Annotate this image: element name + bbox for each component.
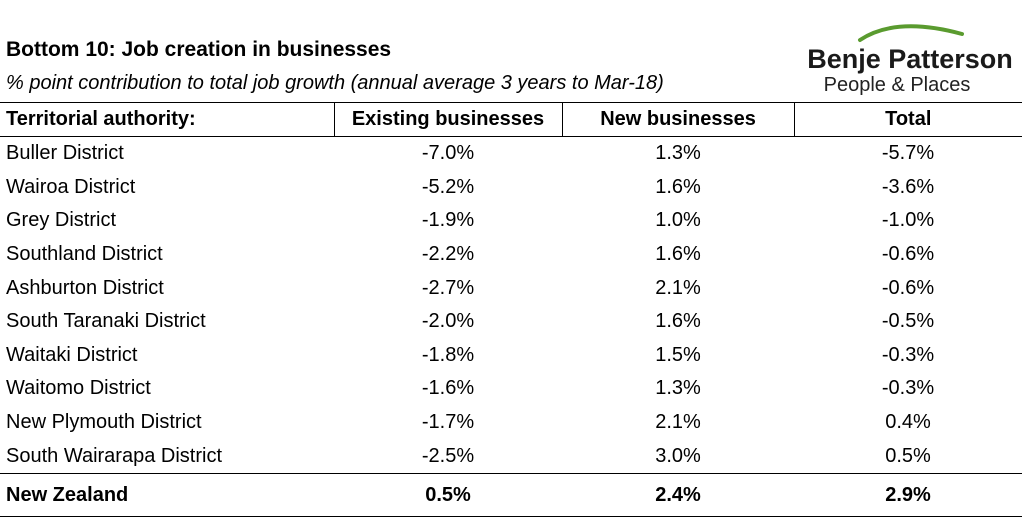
cell-new: 2.1% (655, 411, 701, 434)
cell-new: 1.6% (655, 243, 701, 266)
cell-total: -0.5% (881, 310, 935, 333)
cell-new: 1.6% (655, 310, 701, 333)
cell-total: -1.0% (881, 209, 935, 232)
header-row: Territorial authority: Existing business… (0, 102, 1022, 137)
total-cell-new: 2.4% (562, 472, 794, 517)
total-row: New Zealand 0.5% 2.4% 2.9% (0, 472, 1022, 517)
table-row: Wairoa District -5.2% 1.6% -3.6% (0, 171, 1022, 205)
cell-authority: Ashburton District (6, 276, 164, 299)
cell-existing: -1.7% (421, 411, 475, 434)
column-header-new: New businesses (561, 102, 794, 137)
chart-subtitle: % point contribution to total job growth… (6, 72, 664, 94)
cell-existing: -2.5% (421, 444, 475, 467)
cell-existing: -1.6% (421, 377, 475, 400)
data-table: Territorial authority: Existing business… (0, 102, 1022, 517)
column-header-authority: Territorial authority: (0, 102, 334, 137)
cell-existing: -7.0% (421, 142, 475, 165)
chart-title: Bottom 10: Job creation in businesses (6, 38, 392, 61)
cell-existing: -2.7% (421, 276, 475, 299)
cell-total: -0.6% (881, 243, 935, 266)
cell-authority: Waitomo District (6, 377, 151, 400)
cell-authority: South Taranaki District (6, 310, 206, 333)
cell-total: -5.7% (881, 142, 935, 165)
table-row: South Wairarapa District -2.5% 3.0% 0.5% (0, 439, 1022, 473)
table-row: Buller District -7.0% 1.3% -5.7% (0, 137, 1022, 171)
table-row: South Taranaki District -2.0% 1.6% -0.5% (0, 305, 1022, 339)
cell-new: 1.3% (655, 377, 701, 400)
table-row: Waitomo District -1.6% 1.3% -0.3% (0, 372, 1022, 406)
cell-new: 1.3% (655, 142, 701, 165)
cell-authority: South Wairarapa District (6, 444, 222, 467)
table-row: Grey District -1.9% 1.0% -1.0% (0, 204, 1022, 238)
table-row: Southland District -2.2% 1.6% -0.6% (0, 238, 1022, 272)
brand-name: Benje Patterson (807, 44, 1013, 74)
cell-new: 1.5% (655, 343, 701, 366)
cell-total: -0.3% (881, 343, 935, 366)
total-cell-total: 2.9% (794, 472, 1022, 517)
cell-authority: Southland District (6, 243, 163, 266)
cell-existing: -2.2% (421, 243, 475, 266)
table-body: Buller District -7.0% 1.3% -5.7% Wairoa Dist… (0, 137, 1022, 474)
table-row: Ashburton District -2.7% 2.1% -0.6% (0, 271, 1022, 305)
cell-total: 0.5% (885, 444, 931, 467)
roof-arc-icon (858, 24, 964, 42)
cell-total: -3.6% (881, 175, 935, 198)
cell-existing: -5.2% (421, 175, 475, 198)
cell-authority: Buller District (6, 142, 124, 165)
cell-total: -0.3% (881, 377, 935, 400)
cell-new: 1.0% (655, 209, 701, 232)
cell-total: 0.4% (885, 411, 931, 434)
column-header-existing: Existing businesses (333, 102, 562, 137)
table-row: Waitaki District -1.8% 1.5% -0.3% (0, 339, 1022, 373)
cell-new: 1.6% (655, 175, 701, 198)
table-row: New Plymouth District -1.7% 2.1% 0.4% (0, 406, 1022, 440)
total-cell-authority: New Zealand (0, 472, 334, 517)
cell-authority: Grey District (6, 209, 116, 232)
cell-authority: Wairoa District (6, 175, 136, 198)
cell-authority: New Plymouth District (6, 411, 202, 434)
cell-existing: -2.0% (421, 310, 475, 333)
cell-new: 3.0% (655, 444, 701, 467)
cell-existing: -1.8% (421, 343, 475, 366)
cell-authority: Waitaki District (6, 343, 138, 366)
cell-new: 2.1% (655, 276, 701, 299)
cell-total: -0.6% (881, 276, 935, 299)
column-header-total: Total (793, 102, 1022, 137)
cell-existing: -1.9% (421, 209, 475, 232)
brand-logo: Benje Patterson People & Places (800, 10, 1020, 100)
total-cell-existing: 0.5% (334, 472, 562, 517)
brand-tagline: People & Places (823, 74, 971, 96)
